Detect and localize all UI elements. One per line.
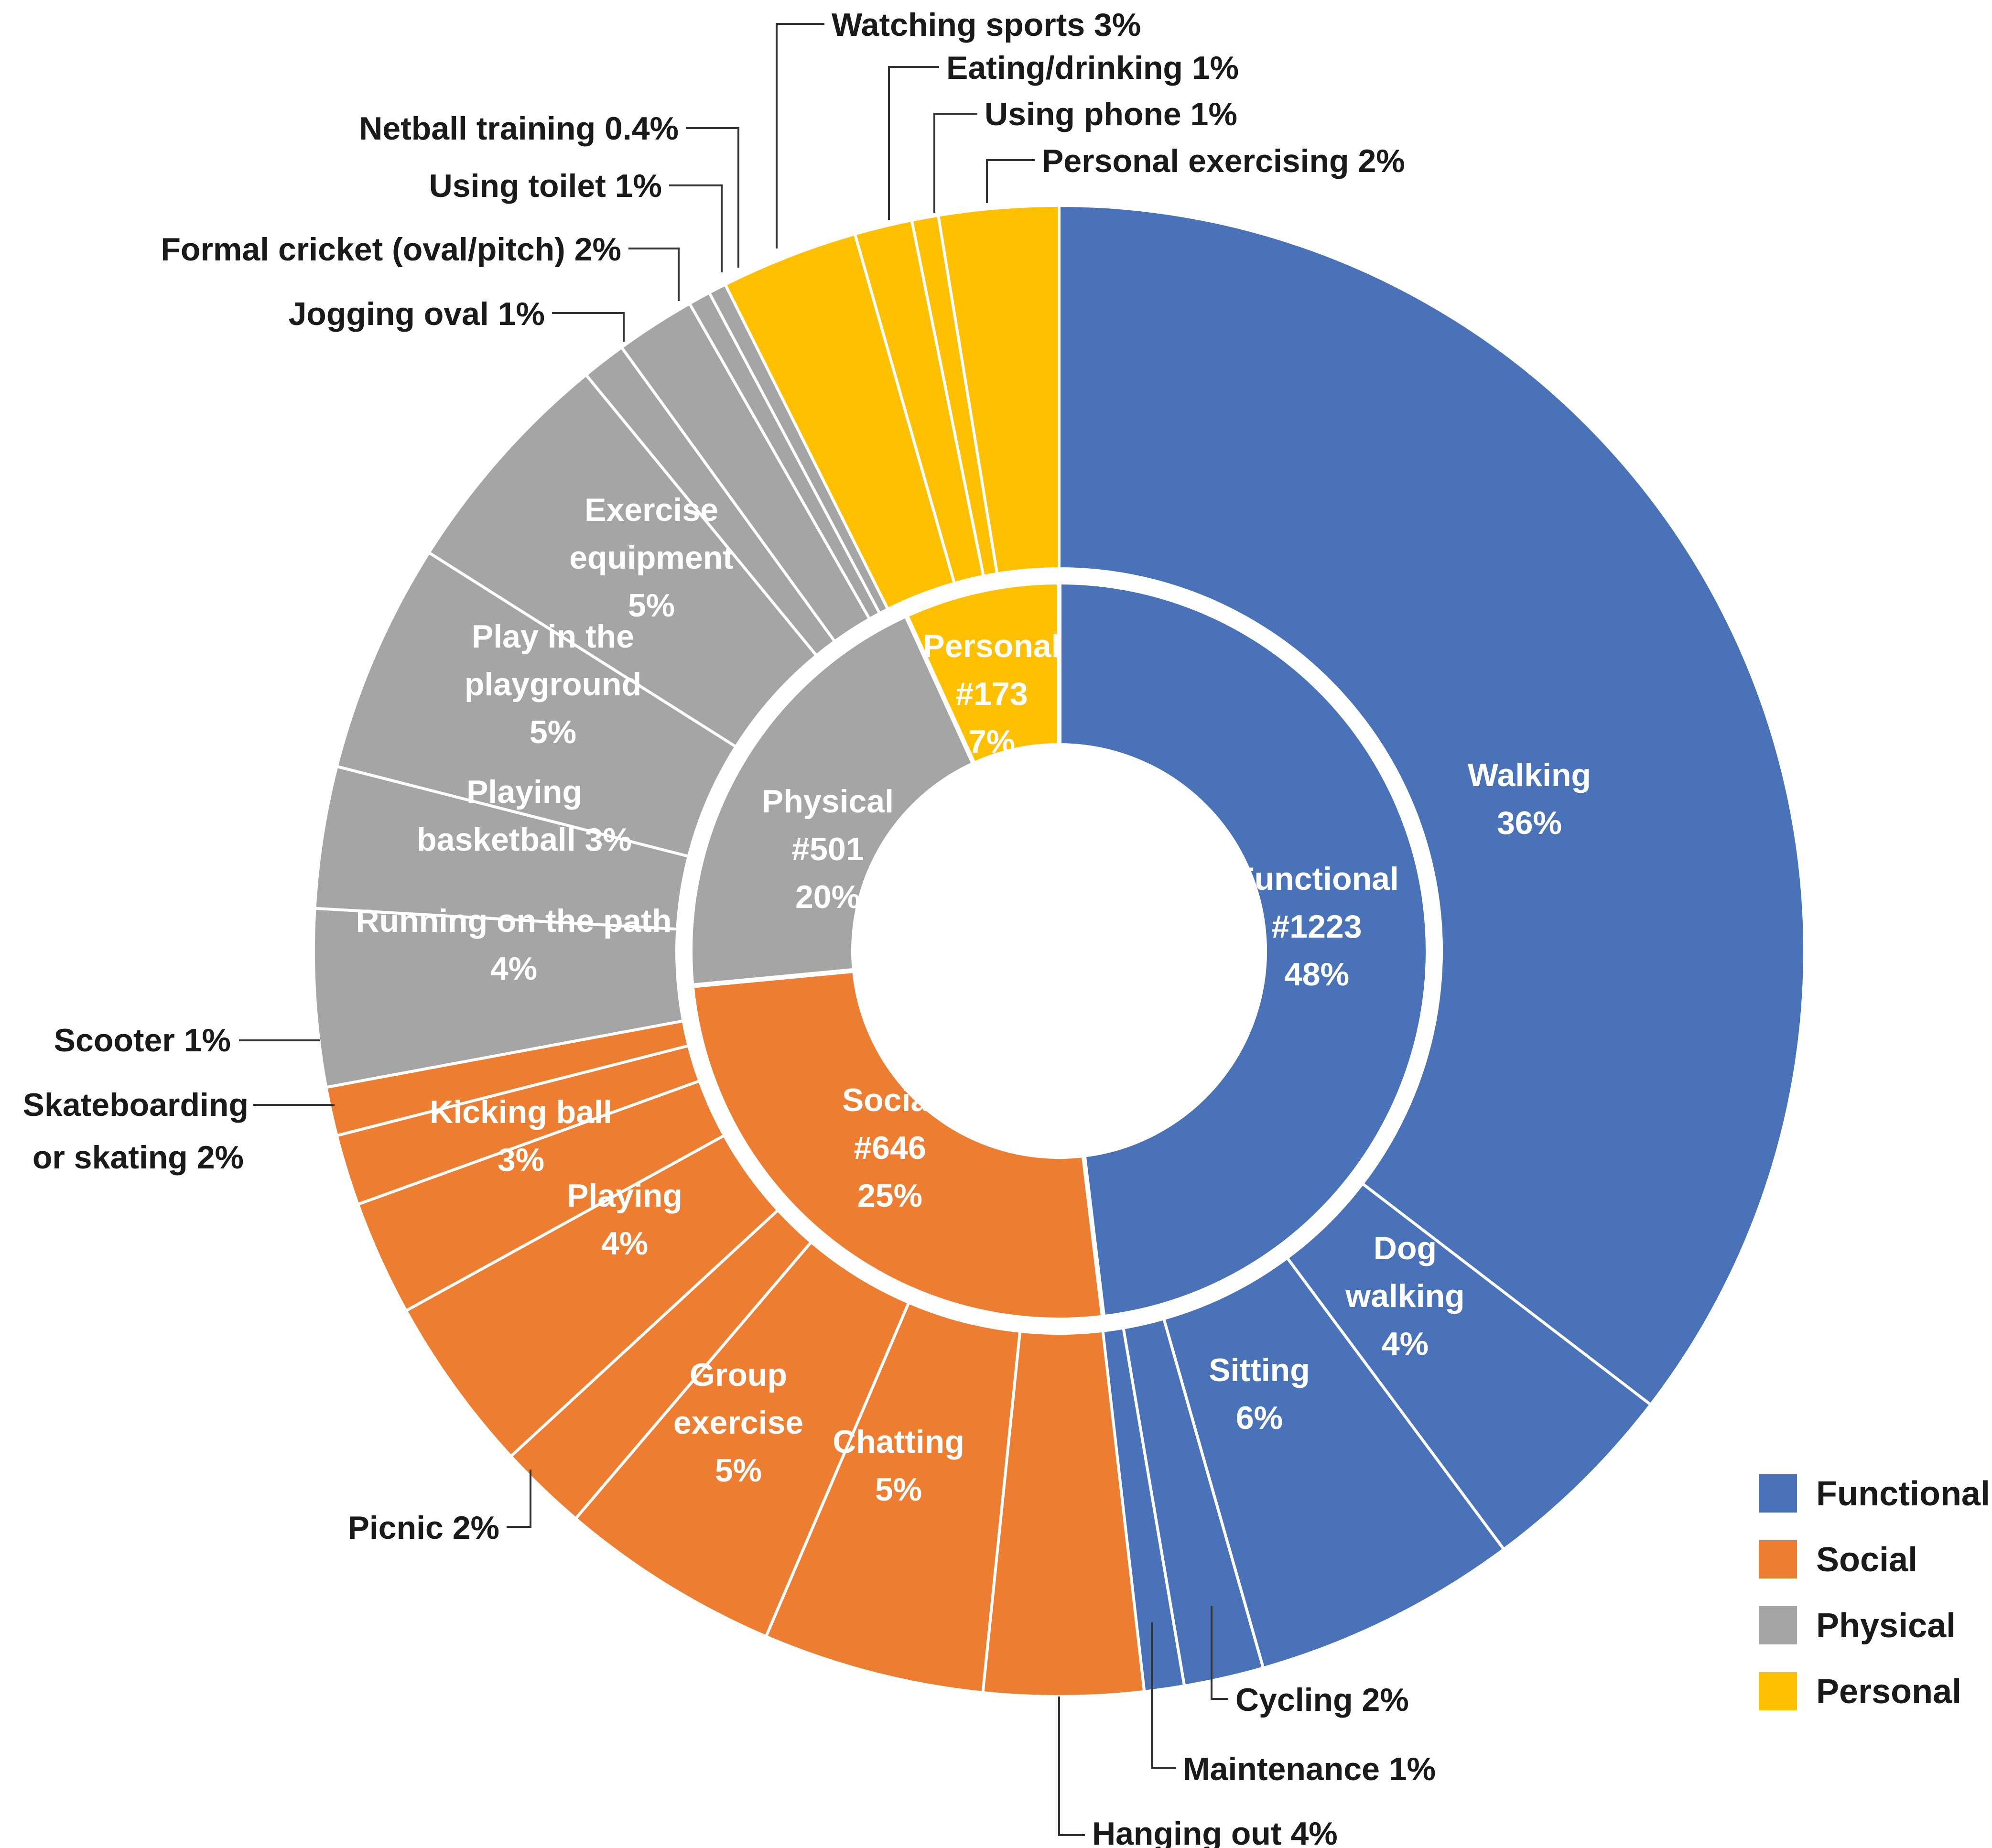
inner-label-physical: Physical #501 20% (762, 783, 894, 915)
inner-label-social: Social #646 25% (842, 1082, 938, 1214)
leader-line-eating (888, 66, 939, 220)
inner-slice-functional (1057, 579, 1430, 1320)
leader-line-toilet (669, 184, 723, 272)
legend: Functional Social Physical Personal (1759, 1474, 1990, 1711)
leader-line-watching (776, 23, 824, 249)
inner-slice-personal (903, 579, 1061, 767)
outer-label-chatting: Chatting 5% (833, 1424, 964, 1508)
callout-cycling: Cycling 2% (1235, 1682, 1409, 1718)
callout-leaders (239, 23, 1228, 1836)
callout-hanging_out: Hanging out 4% (1092, 1816, 1338, 1848)
outer-label-exercise-equipment: Exercise equipment 5% (569, 492, 734, 624)
outer-label-group-exercise: Group exercise 5% (673, 1357, 803, 1489)
leader-line-hanging_out (1058, 1697, 1085, 1836)
callout-maintenance: Maintenance 1% (1183, 1751, 1436, 1787)
callout-watching: Watching sports 3% (832, 7, 1141, 43)
outer-label-basketball: Playing basketball 3% (417, 774, 632, 858)
callout-personal_ex: Personal exercising 2% (1042, 143, 1405, 179)
outer-label-dog-walking: Dog walking 4% (1345, 1230, 1464, 1362)
leader-line-netball (686, 127, 739, 268)
outer-slice-walking-36 (1058, 204, 1806, 1407)
callout-jogging: Jogging oval 1% (288, 296, 545, 332)
inner-ring (688, 579, 1430, 1322)
legend-label-social: Social (1816, 1541, 1917, 1579)
outer-ring (312, 204, 1806, 1698)
outer-label-kicking-ball: Kicking ball 3% (430, 1094, 612, 1178)
outer-label-running-path: Running on the path 4% (356, 903, 672, 987)
labels: Functional #1223 48% Social #646 25% Physical #… (23, 7, 1591, 1848)
outer-label-playground: Play in the playground 5% (465, 618, 641, 750)
leader-line-personal_ex (986, 159, 1035, 203)
leader-line-cycling (1211, 1606, 1228, 1700)
outer-label-sitting: Sitting 6% (1209, 1352, 1310, 1436)
outer-slice-exercise-equipment-5 (427, 373, 819, 749)
callout-phone: Using phone 1% (985, 96, 1237, 132)
callout-toilet: Using toilet 1% (429, 168, 662, 204)
legend-swatch-personal (1759, 1672, 1797, 1710)
outer-label-playing: Playing 4% (567, 1178, 682, 1262)
callout-cricket: Formal cricket (oval/pitch) 2% (161, 231, 621, 268)
leader-line-jogging (552, 312, 625, 342)
callout-picnic: Picnic 2% (348, 1510, 500, 1546)
callout-netball: Netball training 0.4% (359, 110, 679, 147)
leader-line-cricket (628, 248, 680, 301)
callout-scooter: Scooter 1% (54, 1022, 231, 1059)
legend-label-functional: Functional (1816, 1475, 1990, 1513)
outer-slice-sitting-6 (1162, 1255, 1506, 1670)
legend-swatch-physical (1759, 1606, 1797, 1644)
callout-eating: Eating/drinking 1% (946, 50, 1239, 86)
leader-line-maintenance (1151, 1622, 1176, 1769)
legend-swatch-functional (1759, 1474, 1797, 1513)
inner-label-personal: Personal #173 7% (923, 628, 1060, 760)
legend-label-personal: Personal (1816, 1673, 1961, 1711)
leader-line-phone (933, 113, 977, 213)
callout-skate_2: or skating 2% (32, 1139, 244, 1176)
legend-label-physical: Physical (1816, 1607, 1956, 1645)
legend-swatch-social (1759, 1540, 1797, 1578)
outer-label-walking: Walking 36% (1468, 757, 1591, 841)
inner-label-functional: Functional #1223 48% (1234, 861, 1399, 993)
callout-skate_1: Skateboarding (23, 1087, 249, 1123)
leader-line-picnic (507, 1470, 531, 1528)
outer-slice-personal-exercising-2 (936, 204, 1061, 576)
inner-slice-social (689, 968, 1106, 1322)
inner-slice-physical (688, 612, 977, 989)
